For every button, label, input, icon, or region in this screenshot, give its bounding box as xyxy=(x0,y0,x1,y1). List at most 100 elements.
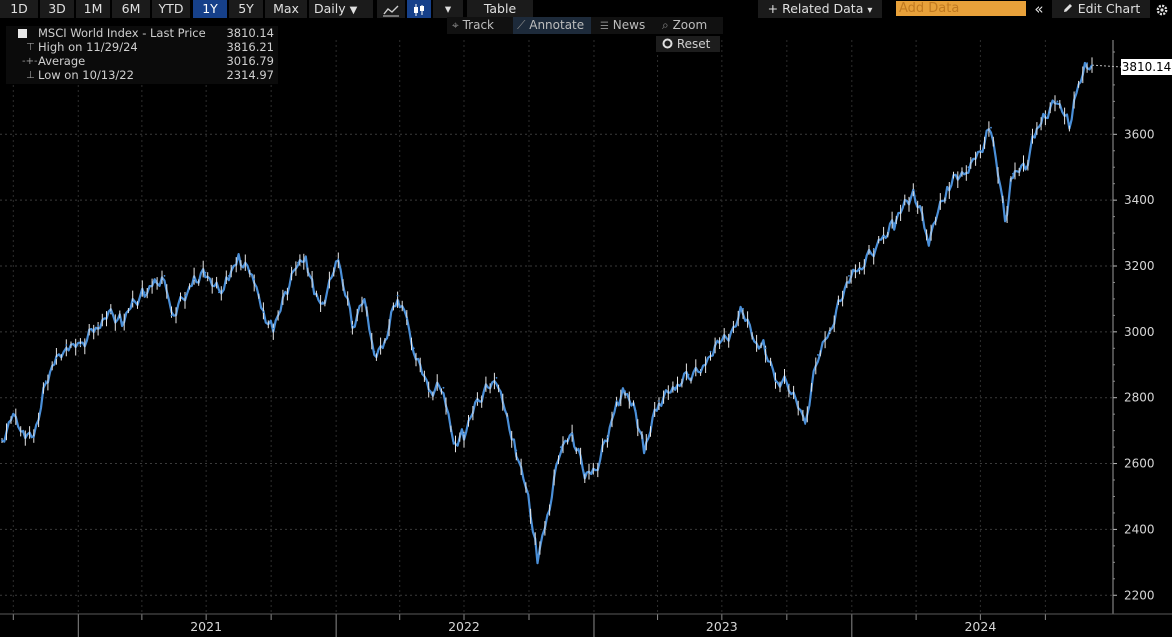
reset-button[interactable]: Reset xyxy=(656,36,720,52)
crosshair-icon: ⌖ xyxy=(452,18,459,32)
range-max-button[interactable]: Max xyxy=(265,0,307,18)
range-1d-button[interactable]: 1D xyxy=(0,0,38,18)
data-point xyxy=(170,314,173,317)
data-point xyxy=(237,255,240,257)
annotate-icon: ⟋ xyxy=(517,18,526,32)
data-point xyxy=(405,317,408,320)
range-6m-button[interactable]: 6M xyxy=(112,0,150,18)
grid-lines xyxy=(0,40,1113,612)
related-data-button[interactable]: + Related Data ▾ xyxy=(758,0,882,18)
data-point xyxy=(506,416,508,419)
data-point xyxy=(594,469,597,471)
chevron-down-icon: ▼ xyxy=(349,5,358,16)
frequency-label: Daily xyxy=(314,1,346,16)
data-point xyxy=(412,347,415,350)
range-1y-button[interactable]: 1Y xyxy=(193,0,227,18)
data-point xyxy=(218,291,220,294)
data-point xyxy=(1044,113,1047,116)
range-5y-button[interactable]: 5Y xyxy=(229,0,263,18)
data-point xyxy=(882,235,885,238)
zoom-button[interactable]: ⌕ Zoom xyxy=(662,17,720,34)
annotate-label: Annotate xyxy=(529,18,585,32)
data-point xyxy=(65,344,68,346)
data-point xyxy=(184,294,186,297)
data-point xyxy=(32,436,35,439)
data-point xyxy=(848,275,850,277)
range-1m-button[interactable]: 1M xyxy=(76,0,110,18)
add-data-input[interactable]: Add Data xyxy=(896,1,1026,16)
reset-label: Reset xyxy=(676,37,711,51)
news-icon: ☰ xyxy=(600,21,609,32)
y-tick-label: 2400 xyxy=(1124,522,1155,536)
chart-type-dropdown[interactable]: ▾ xyxy=(433,0,463,18)
line-chart-icon[interactable] xyxy=(377,0,405,18)
data-point xyxy=(12,413,15,416)
data-point xyxy=(463,433,465,435)
data-point xyxy=(143,291,146,294)
legend-row-series[interactable]: MSCI World Index - Last Price 3810.14 xyxy=(6,26,278,41)
data-point xyxy=(193,278,196,281)
y-tick-label: 2600 xyxy=(1124,457,1155,471)
data-point xyxy=(304,255,307,257)
data-point xyxy=(227,275,230,277)
data-point xyxy=(55,357,58,360)
series-swatch-icon xyxy=(18,29,27,38)
range-ytd-button[interactable]: YTD xyxy=(152,0,190,18)
data-point xyxy=(476,400,479,402)
data-point xyxy=(606,436,609,439)
chevron-down-icon: ▾ xyxy=(867,5,873,16)
data-point xyxy=(742,307,744,310)
data-point xyxy=(979,149,982,152)
table-button[interactable]: Table xyxy=(467,0,533,18)
data-point xyxy=(674,386,677,389)
data-point xyxy=(817,354,819,356)
annotate-button[interactable]: ⟋ Annotate xyxy=(513,17,591,34)
frequency-dropdown[interactable]: Daily ▼ xyxy=(309,0,373,18)
data-point xyxy=(709,350,712,353)
data-point xyxy=(272,327,275,330)
track-label: Track xyxy=(462,18,494,32)
data-point xyxy=(442,386,445,389)
gear-icon[interactable] xyxy=(1151,0,1172,18)
pencil-icon xyxy=(1063,4,1072,12)
collapse-icon[interactable]: « xyxy=(1034,0,1044,18)
candlestick-icon[interactable] xyxy=(407,0,431,18)
data-point xyxy=(788,383,790,386)
legend-row-average[interactable]: -+- Average 3016.79 xyxy=(6,54,278,69)
x-tick-label: 2021 xyxy=(190,619,222,634)
track-button[interactable]: ⌖ Track xyxy=(452,17,510,34)
related-data-label: Related Data xyxy=(782,1,864,16)
y-tick-label: 3200 xyxy=(1124,259,1155,273)
reset-icon xyxy=(662,38,673,49)
legend-average-value: 3016.79 xyxy=(226,54,274,68)
legend-row-low[interactable]: ⊥ Low on 10/13/22 2314.97 xyxy=(6,68,278,83)
data-point xyxy=(624,390,626,392)
data-point xyxy=(313,291,316,294)
magnifier-icon: ⌕ xyxy=(662,18,669,32)
data-point xyxy=(927,238,930,241)
edit-chart-button[interactable]: Edit Chart xyxy=(1052,0,1150,18)
data-point xyxy=(351,324,354,327)
chart-toolbar: 1D 3D 1M 6M YTD 1Y 5Y Max Daily ▼ ▾ Tabl… xyxy=(0,0,1172,18)
y-axis: 2200 2400 2600 2800 3000 3200 3400 3600 xyxy=(1112,40,1155,614)
data-point xyxy=(153,281,156,284)
data-point xyxy=(774,380,777,383)
data-point xyxy=(946,186,949,188)
data-point xyxy=(427,390,430,392)
legend-average-label: Average xyxy=(38,54,86,68)
data-point xyxy=(363,298,366,300)
data-point xyxy=(79,344,82,346)
legend-row-high[interactable]: ⊤ High on 11/29/24 3816.21 xyxy=(6,40,278,55)
legend-series-label: MSCI World Index - Last Price xyxy=(38,26,206,40)
data-point xyxy=(22,429,25,432)
plus-icon: + xyxy=(767,1,779,16)
news-button[interactable]: ☰ News xyxy=(600,17,655,34)
x-tick-label: 2024 xyxy=(964,619,996,634)
price-series xyxy=(1,57,1122,565)
data-point xyxy=(1,439,3,442)
data-point xyxy=(1012,172,1014,175)
data-point xyxy=(1086,62,1088,65)
range-3d-button[interactable]: 3D xyxy=(40,0,74,18)
data-point xyxy=(643,449,645,452)
